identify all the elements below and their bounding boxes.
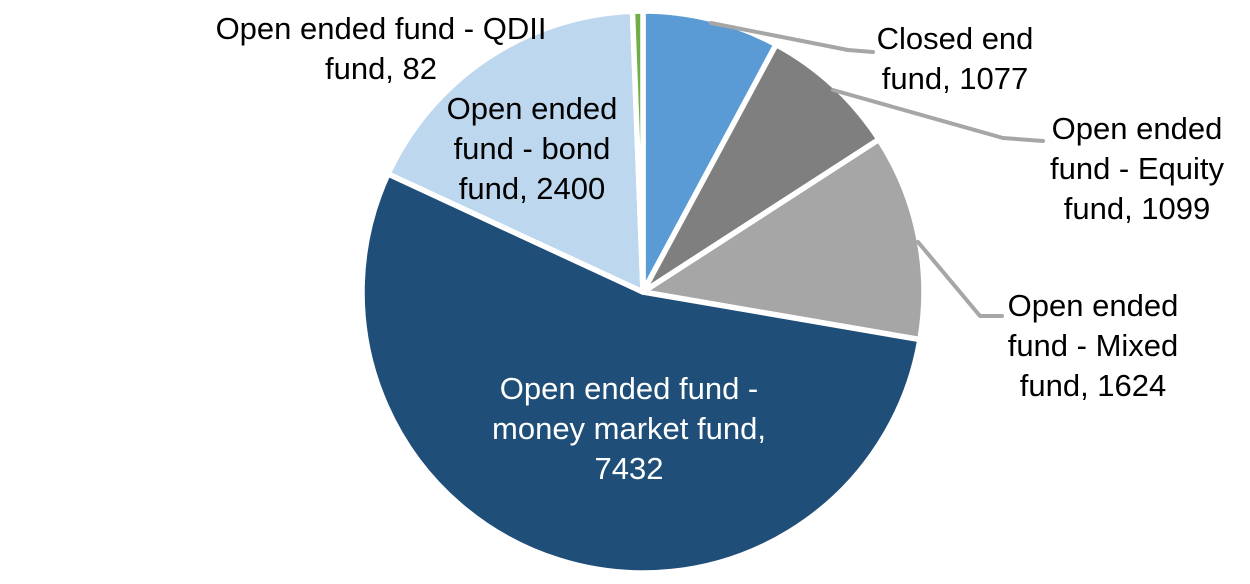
pie-slice-4 [385, 8, 646, 295]
pie-slice-5 [629, 8, 646, 295]
leader-line-closed-end-fund [709, 21, 875, 54]
pie-slice-3 [359, 171, 923, 576]
pie-slice-0 [640, 8, 779, 295]
leader-line-equity-fund [831, 88, 1045, 143]
pie-slice-2 [640, 136, 927, 343]
pie-slice-1 [640, 41, 882, 295]
leader-line-mixed-fund [916, 240, 1004, 318]
